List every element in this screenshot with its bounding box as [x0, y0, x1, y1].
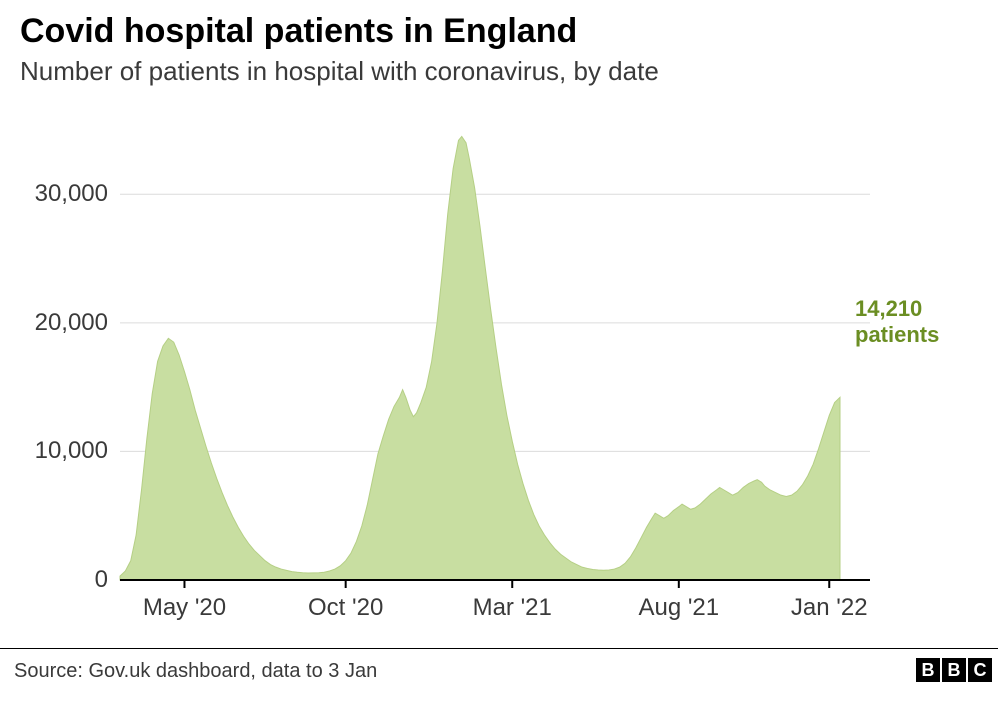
- x-tick-label: Mar '21: [473, 594, 552, 622]
- bbc-logo-letter: B: [942, 658, 966, 682]
- y-tick-label: 10,000: [8, 437, 108, 465]
- current-value-annotation: 14,210patients: [855, 296, 939, 349]
- y-tick-label: 30,000: [8, 180, 108, 208]
- annotation-line: 14,210: [855, 296, 939, 322]
- y-tick-label: 0: [8, 566, 108, 594]
- annotation-line: patients: [855, 322, 939, 348]
- footer-divider: [0, 648, 998, 649]
- chart-container: Covid hospital patients in England Numbe…: [0, 0, 998, 703]
- bbc-logo-letter: C: [968, 658, 992, 682]
- source-text: Source: Gov.uk dashboard, data to 3 Jan: [14, 660, 377, 683]
- x-tick-label: May '20: [143, 594, 226, 622]
- x-tick-label: Oct '20: [308, 594, 383, 622]
- x-tick-label: Jan '22: [791, 594, 868, 622]
- bbc-logo-letter: B: [916, 658, 940, 682]
- y-tick-label: 20,000: [8, 309, 108, 337]
- x-tick-label: Aug '21: [638, 594, 719, 622]
- bbc-logo: BBC: [916, 658, 992, 682]
